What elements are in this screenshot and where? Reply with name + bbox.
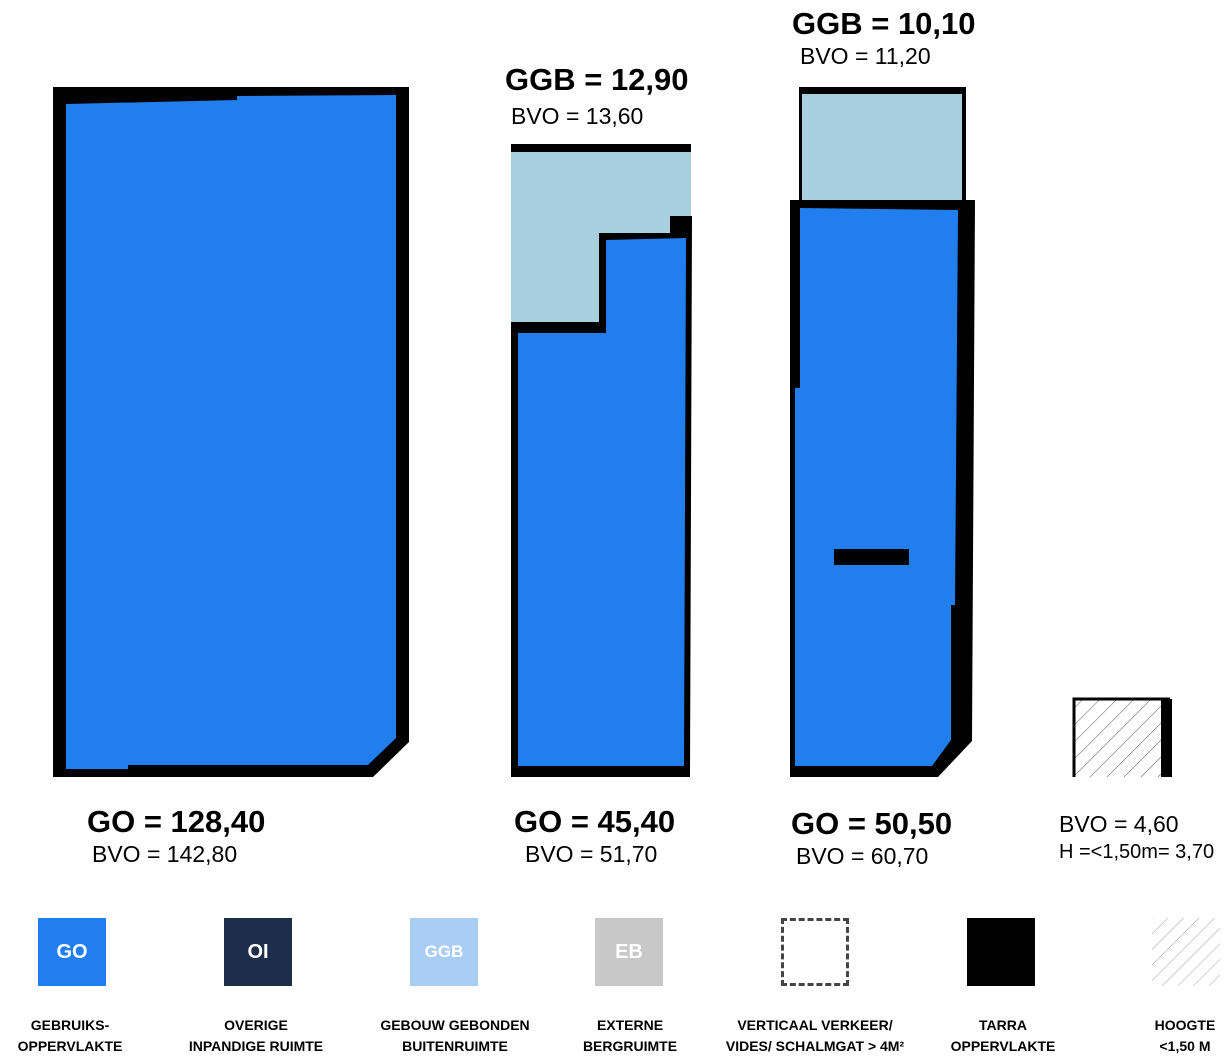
legend-text-tarra: TARRA OPPERVLAKTE bbox=[950, 1017, 1056, 1054]
plan-3-go-area bbox=[795, 208, 958, 766]
plan-2-room bbox=[511, 144, 692, 777]
legend-swatch-tarra bbox=[967, 918, 1035, 986]
plan-1-bvo-label: BVO = 142,80 bbox=[92, 841, 238, 867]
plan-3-ggb-label: GGB = 10,10 bbox=[792, 6, 976, 41]
legend-text-oi: OVERIGE INPANDIGE RUIMTE bbox=[188, 1017, 324, 1054]
plan-3-go-label: GO = 50,50 bbox=[791, 806, 953, 841]
plan-1-go-label: GO = 128,40 bbox=[87, 804, 266, 839]
legend-text-go: GEBRUIKS- OPPERVLAKTE bbox=[17, 1017, 123, 1054]
legend-text-vertical-traffic: VERTICAAL VERKEER/VIDES/ SCHALMGAT > 4M² bbox=[725, 1017, 905, 1054]
plan-3-ggb-bvo-label: BVO = 11,20 bbox=[800, 43, 931, 69]
plan-3-bvo-label: BVO = 60,70 bbox=[796, 843, 929, 869]
plan-4-bvo-label: BVO = 4,60 bbox=[1059, 811, 1179, 837]
legend-text-eb: EXTERNE BERGRUIMTE bbox=[582, 1017, 678, 1054]
plan-4-room bbox=[1072, 697, 1172, 777]
plan-2-go-area bbox=[518, 238, 686, 766]
plan-2-go-label: GO = 45,40 bbox=[514, 804, 676, 839]
plan-3-ggb-area bbox=[802, 94, 962, 201]
plan-4-hatched-area bbox=[1074, 699, 1170, 777]
legend-swatch-vertical-traffic bbox=[781, 918, 849, 986]
plan-2-bvo-label: BVO = 51,70 bbox=[525, 841, 658, 867]
plan-3-tarra-block bbox=[834, 549, 909, 565]
legend-swatch-oi: OI bbox=[224, 918, 292, 986]
legend-swatch-ggb: GGB bbox=[410, 918, 478, 986]
legend-swatch-go: GO bbox=[38, 918, 106, 986]
legend-text-height: HOOGTE <1,50 M bbox=[1154, 1017, 1216, 1054]
plan-2-ggb-bvo-label: BVO = 13,60 bbox=[511, 103, 644, 129]
legend-swatch-eb: EB bbox=[595, 918, 663, 986]
legend-text-ggb: GEBOUW GEBONDEN BUITENRUIMTE bbox=[380, 1017, 530, 1054]
legend-swatch-height bbox=[1152, 918, 1220, 986]
plan-1-room bbox=[53, 87, 409, 777]
plan-4-height-label: H =<1,50m= 3,70 bbox=[1059, 841, 1215, 863]
plan-2-ggb-label: GGB = 12,90 bbox=[505, 62, 689, 97]
plan-3-room bbox=[790, 87, 975, 777]
